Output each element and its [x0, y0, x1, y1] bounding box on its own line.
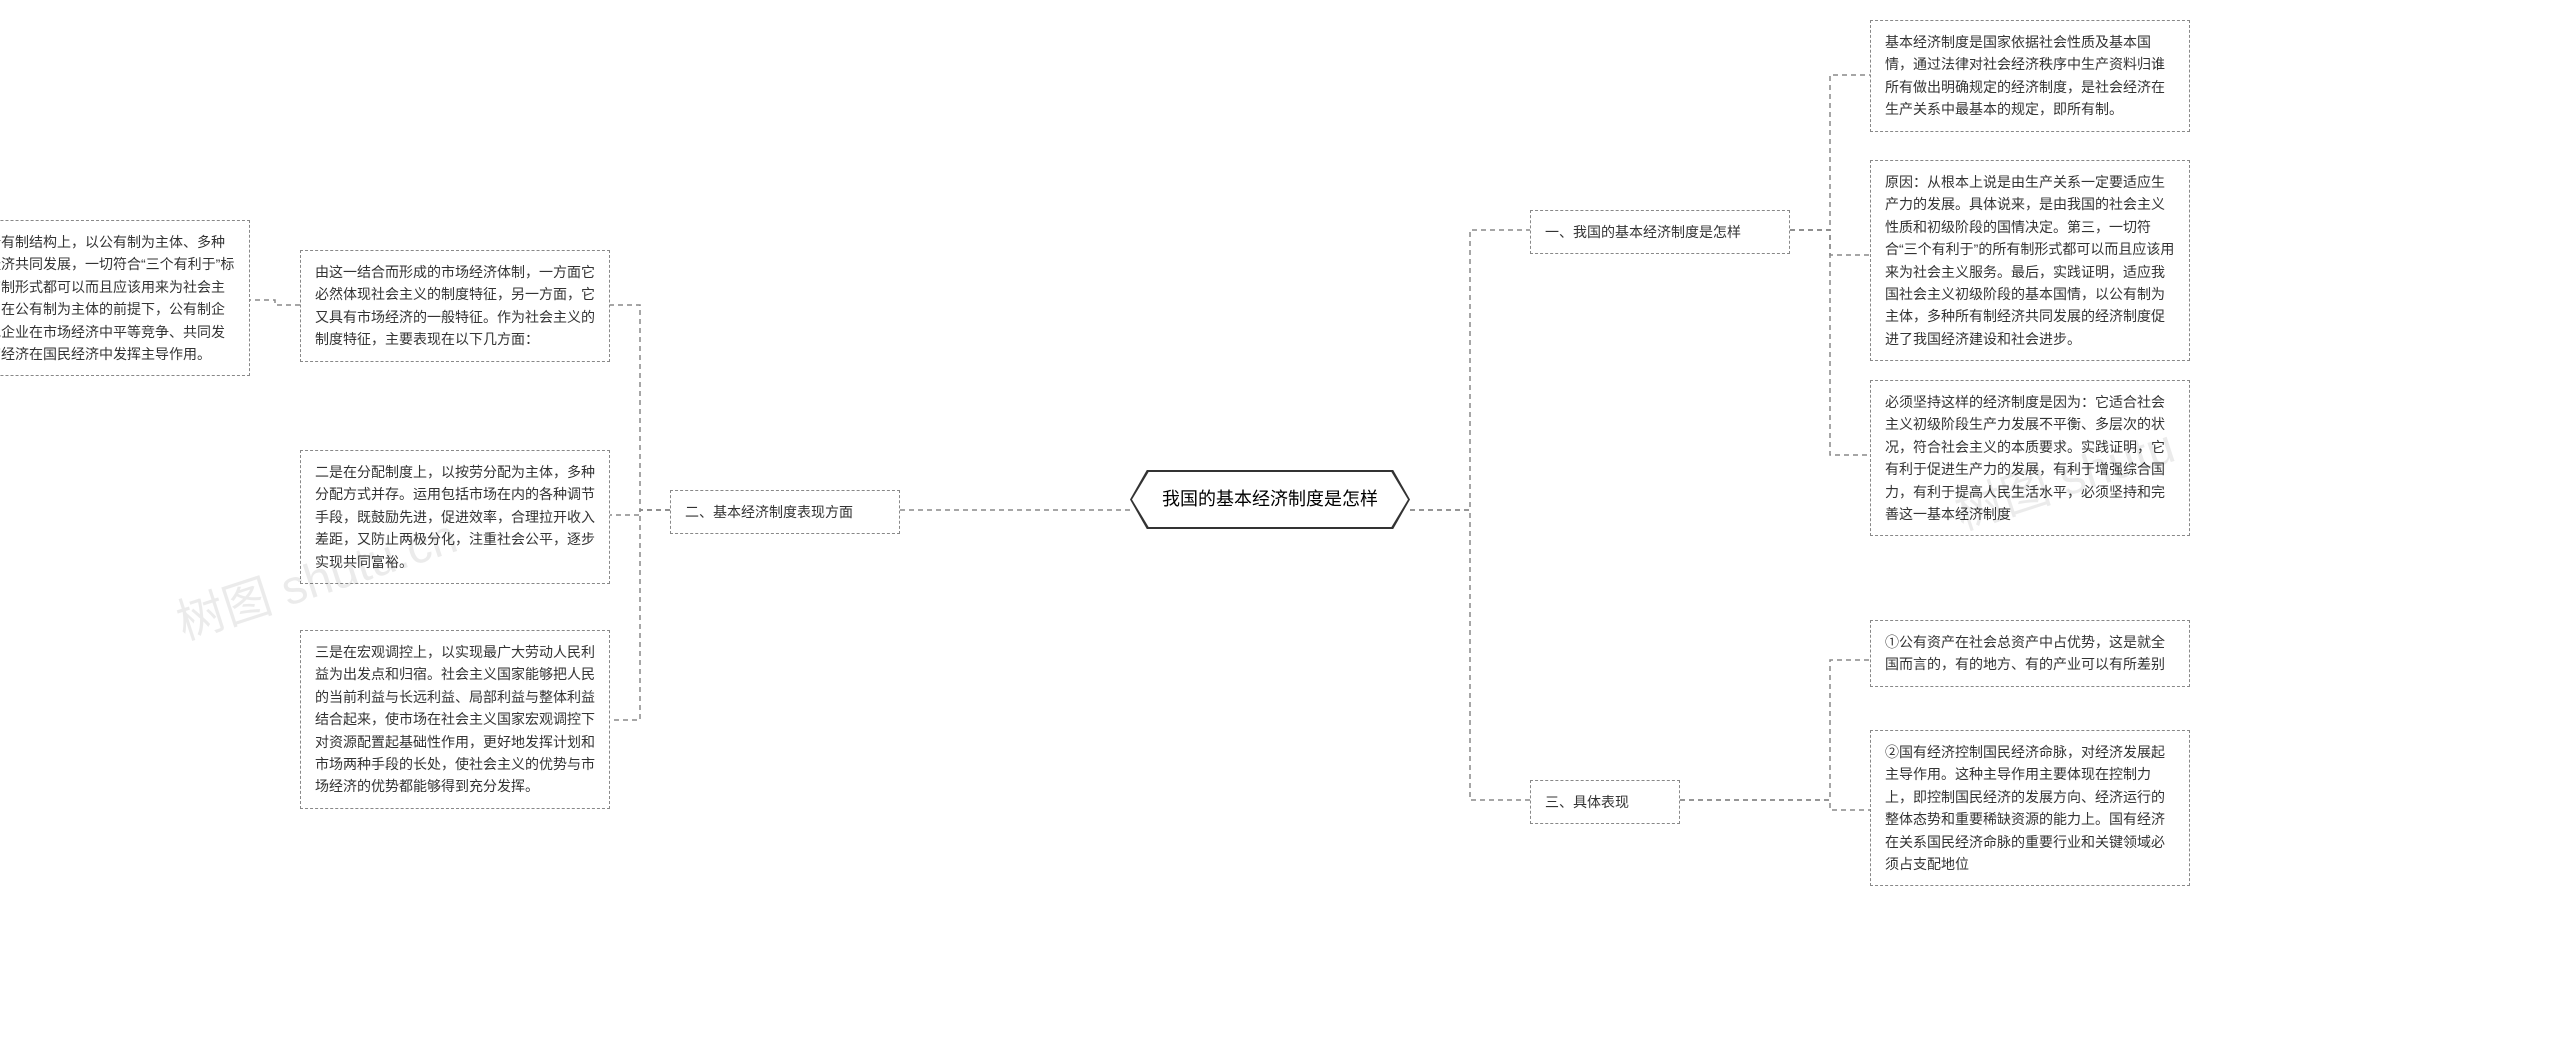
- branch-r1-label: 一、我国的基本经济制度是怎样: [1545, 224, 1741, 240]
- leaf-r1c[interactable]: 必须坚持这样的经济制度是因为：它适合社会主义初级阶段生产力发展不平衡、多层次的状…: [1870, 380, 2190, 536]
- leaf-r1a[interactable]: 基本经济制度是国家依据社会性质及基本国情，通过法律对社会经济秩序中生产资料归谁所…: [1870, 20, 2190, 132]
- leaf-r1b-text: 原因：从根本上说是由生产关系一定要适应生产力的发展。具体说来，是由我国的社会主义…: [1885, 174, 2174, 347]
- leaf-l1b[interactable]: 二是在分配制度上，以按劳分配为主体，多种分配方式并存。运用包括市场在内的各种调节…: [300, 450, 610, 584]
- branch-r2-label: 三、具体表现: [1545, 794, 1629, 810]
- leaf-l1b-text: 二是在分配制度上，以按劳分配为主体，多种分配方式并存。运用包括市场在内的各种调节…: [315, 464, 595, 570]
- leaf-r2b[interactable]: ②国有经济控制国民经济命脉，对经济发展起主导作用。这种主导作用主要体现在控制力上…: [1870, 730, 2190, 886]
- branch-l1[interactable]: 二、基本经济制度表现方面: [670, 490, 900, 534]
- branch-l1-label: 二、基本经济制度表现方面: [685, 504, 853, 520]
- leaf-r1c-text: 必须坚持这样的经济制度是因为：它适合社会主义初级阶段生产力发展不平衡、多层次的状…: [1885, 394, 2165, 522]
- leaf-l1a1[interactable]: 一是在所有制结构上，以公有制为主体、多种所有制经济共同发展，一切符合“三个有利于…: [0, 220, 250, 376]
- leaf-l1a-text: 由这一结合而形成的市场经济体制，一方面它必然体现社会主义的制度特征，另一方面，它…: [315, 264, 595, 347]
- leaf-r2b-text: ②国有经济控制国民经济命脉，对经济发展起主导作用。这种主导作用主要体现在控制力上…: [1885, 744, 2165, 872]
- leaf-r1a-text: 基本经济制度是国家依据社会性质及基本国情，通过法律对社会经济秩序中生产资料归谁所…: [1885, 34, 2165, 117]
- leaf-l1a1-text: 一是在所有制结构上，以公有制为主体、多种所有制经济共同发展，一切符合“三个有利于…: [0, 234, 234, 362]
- leaf-l1c-text: 三是在宏观调控上，以实现最广大劳动人民利益为出发点和归宿。社会主义国家能够把人民…: [315, 644, 595, 794]
- leaf-l1a[interactable]: 由这一结合而形成的市场经济体制，一方面它必然体现社会主义的制度特征，另一方面，它…: [300, 250, 610, 362]
- leaf-r2a[interactable]: ①公有资产在社会总资产中占优势，这是就全国而言的，有的地方、有的产业可以有所差别: [1870, 620, 2190, 687]
- root-node[interactable]: 我国的基本经济制度是怎样: [1130, 470, 1410, 529]
- leaf-r1b[interactable]: 原因：从根本上说是由生产关系一定要适应生产力的发展。具体说来，是由我国的社会主义…: [1870, 160, 2190, 361]
- root-label: 我国的基本经济制度是怎样: [1162, 489, 1378, 509]
- branch-r1[interactable]: 一、我国的基本经济制度是怎样: [1530, 210, 1790, 254]
- leaf-r2a-text: ①公有资产在社会总资产中占优势，这是就全国而言的，有的地方、有的产业可以有所差别: [1885, 634, 2165, 672]
- branch-r2[interactable]: 三、具体表现: [1530, 780, 1680, 824]
- leaf-l1c[interactable]: 三是在宏观调控上，以实现最广大劳动人民利益为出发点和归宿。社会主义国家能够把人民…: [300, 630, 610, 809]
